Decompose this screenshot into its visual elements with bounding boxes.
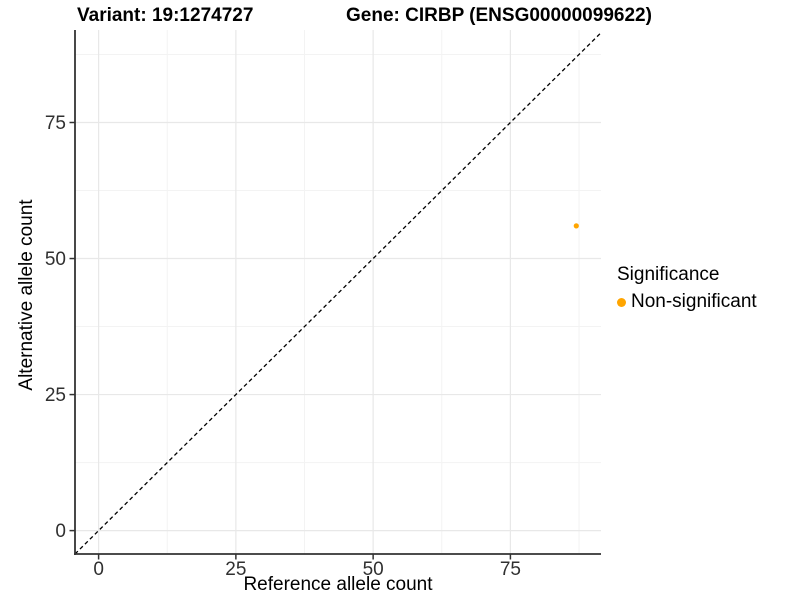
x-tick-label: 25 [225, 559, 246, 580]
x-tick-label: 0 [93, 559, 104, 580]
plot-title-gene: Gene: CIRBP (ENSG00000099622) [346, 5, 652, 26]
legend: Significance Non-significant [617, 264, 757, 313]
y-tick-label: 50 [45, 249, 66, 270]
x-tick-label: 50 [363, 559, 384, 580]
y-tick-label: 75 [45, 113, 66, 134]
y-tick-label: 25 [45, 385, 66, 406]
x-tick-label: 75 [500, 559, 521, 580]
data-point [573, 223, 579, 229]
legend-item-non-significant: Non-significant [617, 291, 757, 313]
legend-circle-marker-icon [617, 297, 626, 307]
identity-line [74, 32, 602, 555]
legend-item-label: Non-significant [631, 291, 757, 312]
plot-title-variant: Variant: 19:1274727 [77, 5, 254, 26]
y-axis-title: Alternative allele count [16, 199, 37, 391]
y-tick-label: 0 [55, 521, 66, 542]
x-axis-title: Reference allele count [243, 574, 433, 595]
legend-title: Significance [617, 264, 720, 285]
